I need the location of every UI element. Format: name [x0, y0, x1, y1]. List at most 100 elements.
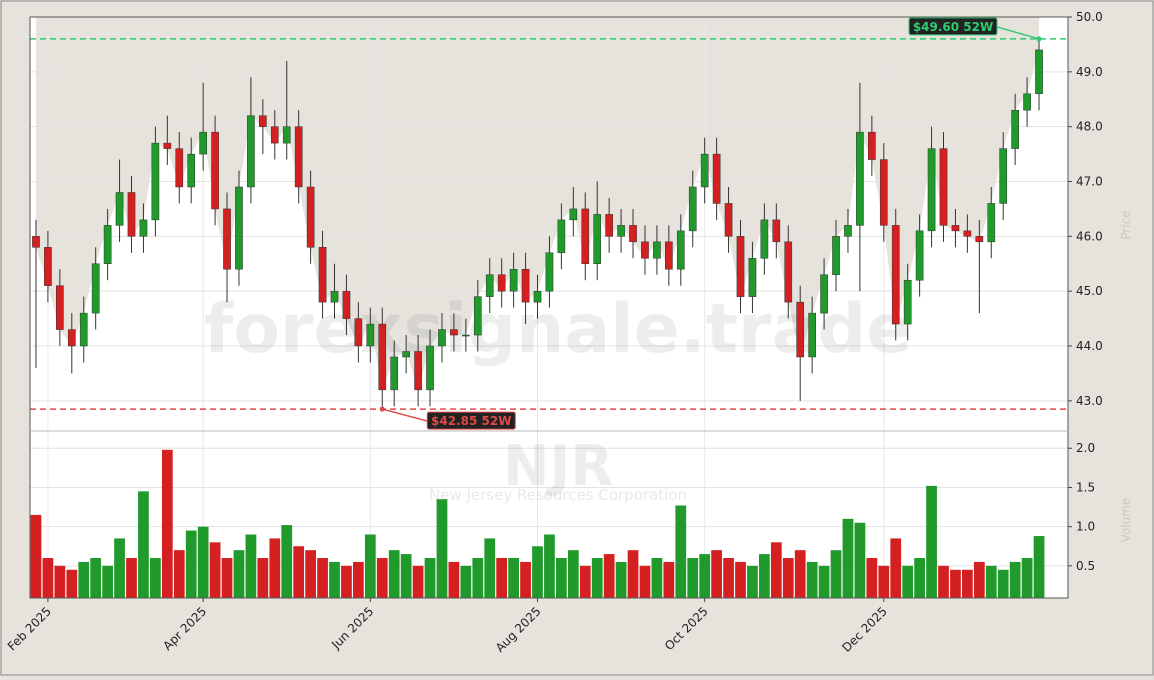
- candle-body: [354, 318, 363, 347]
- volume-bar: [854, 522, 866, 598]
- candle-body: [653, 241, 661, 259]
- candle-body: [342, 290, 351, 319]
- volume-bar: [209, 542, 221, 598]
- volume-bar: [233, 550, 245, 598]
- candle-body: [605, 214, 613, 237]
- volume-bar: [938, 565, 949, 598]
- volume-bar: [341, 565, 352, 598]
- candle-body: [856, 131, 864, 226]
- candle-body: [485, 274, 494, 297]
- volume-bar: [603, 554, 615, 598]
- candle-body: [915, 230, 924, 281]
- candle-body: [939, 148, 948, 226]
- candle-body: [450, 329, 458, 336]
- volume-bar: [627, 550, 639, 598]
- volume-bar: [364, 534, 376, 598]
- candle-body: [617, 225, 625, 237]
- volume-bar: [1033, 536, 1045, 598]
- candle-body: [151, 142, 160, 221]
- volume-bar: [173, 550, 185, 598]
- candle-body: [199, 131, 207, 155]
- candle-body: [1023, 93, 1031, 111]
- candle-body: [103, 225, 112, 265]
- volume-bar: [782, 558, 794, 598]
- y-tick-label: 0.5: [1076, 559, 1095, 573]
- candle-body: [390, 356, 399, 391]
- volume-bar: [747, 565, 758, 598]
- volume-bar: [460, 565, 472, 598]
- volume-bar: [914, 558, 925, 598]
- candle-body: [700, 153, 709, 188]
- volume-bar: [353, 561, 364, 598]
- candle-body: [175, 148, 184, 188]
- volume-bar: [78, 561, 90, 598]
- candle-body: [569, 208, 578, 221]
- volume-bar: [830, 550, 842, 598]
- annotation-arrowhead: [1036, 36, 1042, 42]
- candle-body: [270, 126, 279, 144]
- volume-bar: [424, 558, 436, 598]
- volume-bar: [878, 565, 890, 598]
- candle-body: [414, 351, 422, 391]
- candle-body: [1035, 49, 1043, 95]
- volume-bar: [269, 538, 281, 598]
- volume-bar: [245, 534, 257, 598]
- volume-bar: [556, 558, 567, 598]
- candle-body: [247, 115, 255, 188]
- volume-bar: [651, 558, 663, 598]
- candle-body: [581, 208, 590, 265]
- annotation-label: $49.60 52W: [913, 20, 993, 34]
- candle-body: [282, 126, 291, 144]
- candle-body: [44, 247, 52, 286]
- candle-body: [1011, 109, 1019, 149]
- candle-body: [521, 268, 530, 303]
- volume-bar: [567, 550, 579, 598]
- volume-bar: [950, 569, 961, 598]
- volume-bar: [842, 518, 854, 598]
- candle-body: [832, 236, 840, 275]
- volume-bar: [794, 550, 806, 598]
- candle-body: [330, 290, 339, 303]
- volume-bar: [997, 569, 1009, 598]
- volume-bar: [496, 558, 508, 598]
- candle-body: [91, 263, 100, 314]
- candle-body: [533, 290, 542, 303]
- volume-bar: [544, 534, 555, 598]
- volume-bar: [305, 550, 316, 598]
- candle-body: [629, 225, 637, 243]
- y-tick-label: 46.0: [1076, 229, 1103, 243]
- candle-body: [187, 153, 196, 188]
- volume-bar: [114, 538, 125, 598]
- candle-body: [545, 252, 554, 292]
- candle-body: [56, 285, 64, 330]
- volume-bar: [412, 565, 424, 598]
- watermark-symbol: NJR: [503, 434, 614, 499]
- candle-body: [987, 203, 996, 243]
- volume-bar: [615, 561, 627, 598]
- candle-body: [975, 236, 984, 243]
- candle-body: [509, 268, 518, 292]
- volume-bar: [591, 558, 603, 598]
- annotation-box: [426, 411, 516, 430]
- candle-body: [760, 219, 769, 259]
- volume-bar: [687, 558, 699, 598]
- volume-bar: [770, 542, 782, 598]
- volume-bar: [317, 558, 328, 598]
- y-tick-label: 45.0: [1076, 284, 1103, 298]
- candle-body: [67, 329, 76, 347]
- volume-bar: [579, 565, 591, 598]
- candle-body: [748, 258, 757, 297]
- y-tick-label: 47.0: [1076, 175, 1103, 189]
- y-tick-label: 50.0: [1076, 10, 1103, 24]
- y-tick-label: 48.0: [1076, 120, 1103, 134]
- volume-bar: [388, 550, 400, 598]
- candle-body: [462, 334, 470, 337]
- candle-body: [903, 279, 912, 325]
- candle-body: [402, 351, 410, 358]
- annotation-arrow: [382, 408, 428, 422]
- plot-border: [29, 16, 1069, 599]
- candle-body: [139, 219, 148, 237]
- volume-bar: [973, 561, 985, 598]
